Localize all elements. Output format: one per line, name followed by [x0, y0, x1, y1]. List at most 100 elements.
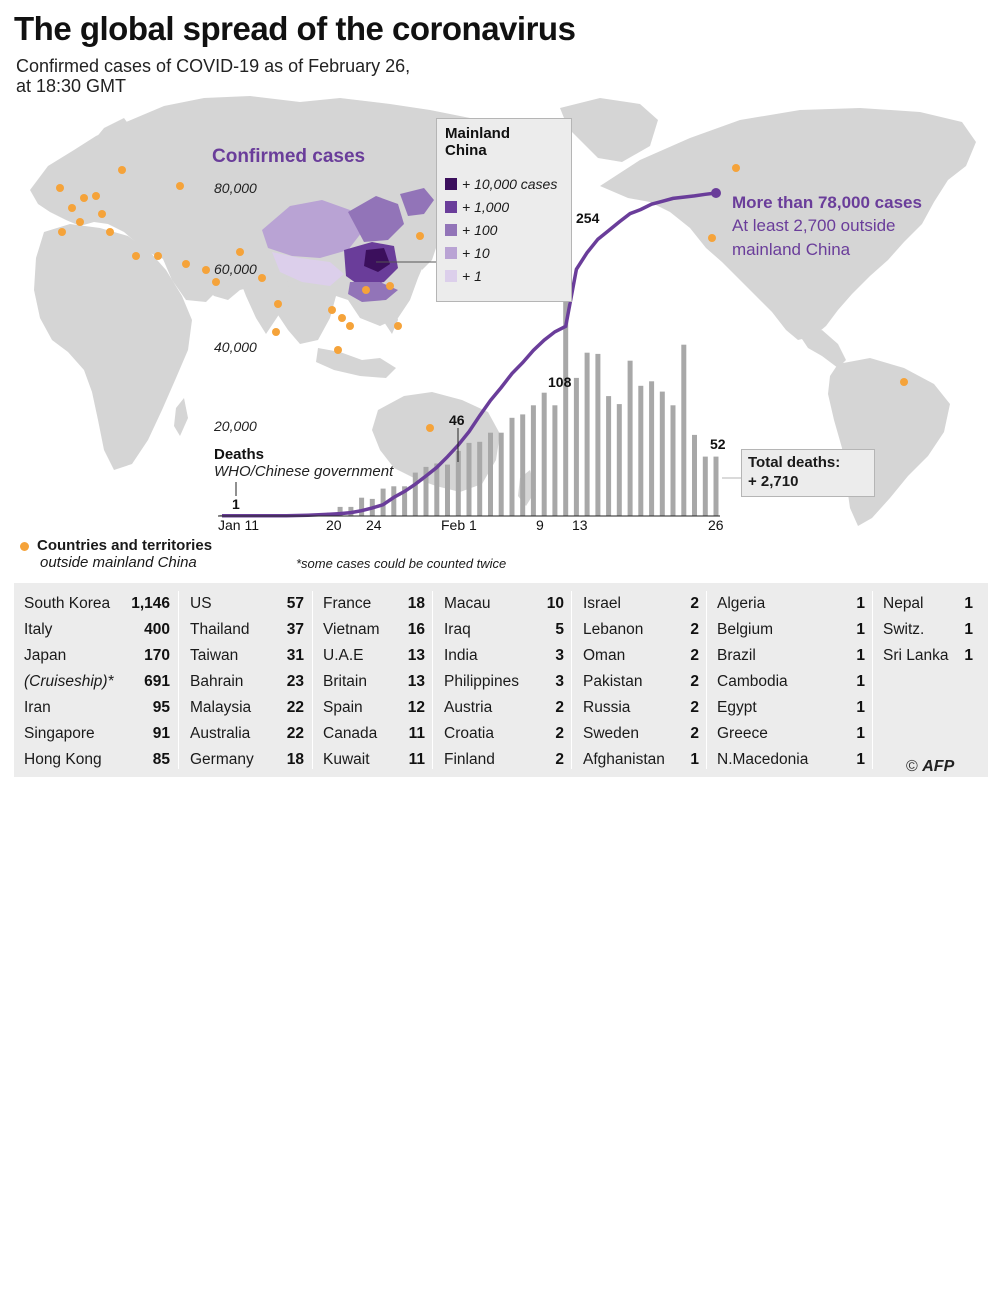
x-tick-label: 13 [572, 517, 588, 533]
case-count: 2 [690, 621, 699, 638]
china-legend-title-line-2: China [445, 142, 487, 159]
country-name: Lebanon [583, 621, 644, 638]
land-central-america [800, 330, 846, 368]
country-dot [92, 192, 100, 200]
china-region-south [348, 282, 398, 302]
total-deaths-box: Total deaths: + 2,710 [741, 449, 875, 497]
country-name: Croatia [444, 725, 494, 742]
table-row: Canada 11 [323, 721, 425, 747]
death-bar [434, 463, 440, 516]
case-count: 400 [144, 621, 170, 638]
table-row: Belgium 1 [717, 617, 865, 643]
country-dot [416, 232, 424, 240]
china-region-northeast [400, 188, 434, 216]
footnote: *some cases could be counted twice [296, 556, 507, 571]
table-row: Croatia 2 [444, 721, 564, 747]
death-bar [649, 381, 655, 516]
land-india [236, 266, 290, 334]
death-bar [552, 405, 558, 516]
country-name: Nepal [883, 595, 924, 612]
case-count: 57 [286, 595, 304, 612]
case-count: 91 [152, 725, 170, 742]
land-africa [34, 224, 192, 470]
case-count: 22 [286, 725, 304, 742]
afp-watermark: AFP [836, 1253, 924, 1302]
death-bar [606, 396, 612, 516]
death-data-label: 52 [710, 436, 726, 452]
death-bar [498, 432, 504, 516]
country-name: US [190, 595, 212, 612]
death-bar [445, 464, 450, 516]
death-data-label: 46 [449, 412, 465, 428]
case-count: 2 [555, 699, 564, 716]
legend-label: + 10,000 cases [462, 176, 558, 192]
table-row: Algeria 1 [717, 591, 865, 617]
copyright: © AFP [906, 758, 954, 776]
table-row: Afghanistan 1 [583, 747, 699, 773]
china-legend-item: + 100 [445, 222, 563, 238]
table-row: Kuwait 11 [323, 747, 425, 773]
land-greenland [560, 98, 658, 162]
land-south-america [828, 358, 950, 526]
country-name: Macau [444, 595, 491, 612]
country-name: Germany [190, 751, 254, 768]
death-bar [359, 497, 365, 516]
table-row: Oman 2 [583, 643, 699, 669]
case-count: 1 [856, 725, 865, 742]
column-divider [571, 591, 572, 769]
country-name: Kuwait [323, 751, 370, 768]
country-name: Oman [583, 647, 626, 664]
country-dot [56, 184, 64, 192]
case-count: 1 [964, 621, 973, 638]
country-name: India [444, 647, 478, 664]
country-dot [118, 166, 126, 174]
country-dot [426, 424, 434, 432]
table-row: Vietnam 16 [323, 617, 425, 643]
legend-swatch [445, 247, 457, 259]
country-name: Afghanistan [583, 751, 665, 768]
table-row: Philippines 3 [444, 669, 564, 695]
case-count: 3 [555, 647, 564, 664]
country-name: Greece [717, 725, 768, 742]
country-dot [182, 260, 190, 268]
table-row: Spain 12 [323, 695, 425, 721]
china-legend-item: + 1 [445, 268, 563, 284]
country-dot [68, 204, 76, 212]
x-tick-label: 24 [366, 517, 382, 533]
table-row: Italy 400 [24, 617, 170, 643]
country-dot [98, 210, 106, 218]
death-bar [541, 392, 547, 516]
death-bar [455, 450, 461, 516]
country-dot [334, 346, 342, 354]
table-row: Bahrain 23 [190, 669, 304, 695]
country-name: Italy [24, 621, 53, 638]
table-row: Cambodia 1 [717, 669, 865, 695]
country-name: Australia [190, 725, 251, 742]
table-row: US 57 [190, 591, 304, 617]
table-column: US 57 Thailand 37 Taiwan 31 Bahrain 23 Malaysia 2… [190, 591, 304, 773]
country-name: Sweden [583, 725, 640, 742]
country-name: Canada [323, 725, 378, 742]
legend-swatch [445, 270, 457, 282]
death-data-label: 254 [576, 210, 600, 226]
case-count: 1 [856, 621, 865, 638]
column-divider [178, 591, 179, 769]
land-madagascar [174, 398, 188, 436]
table-column: Israel 2 Lebanon 2 Oman 2 Pakistan 2 Russia 2 Swed… [583, 591, 699, 773]
death-bar [659, 391, 665, 516]
table-row: Malaysia 22 [190, 695, 304, 721]
case-count: 691 [144, 673, 170, 690]
table-row: Brazil 1 [717, 643, 865, 669]
country-dot [132, 252, 140, 260]
table-row: U.A.E 13 [323, 643, 425, 669]
table-column: Algeria 1 Belgium 1 Brazil 1 Cambodia 1 Egypt 1 Gr… [717, 591, 865, 773]
death-bar [509, 417, 515, 516]
china-region-hubei [364, 248, 390, 272]
subtitle-line-2: at 18:30 GMT [16, 76, 127, 96]
country-name: Singapore [24, 725, 95, 742]
case-count: 2 [690, 725, 699, 742]
legend-swatch [445, 224, 457, 236]
country-dot [236, 248, 244, 256]
table-row: Sweden 2 [583, 721, 699, 747]
table-row: Sri Lanka 1 [883, 643, 973, 669]
